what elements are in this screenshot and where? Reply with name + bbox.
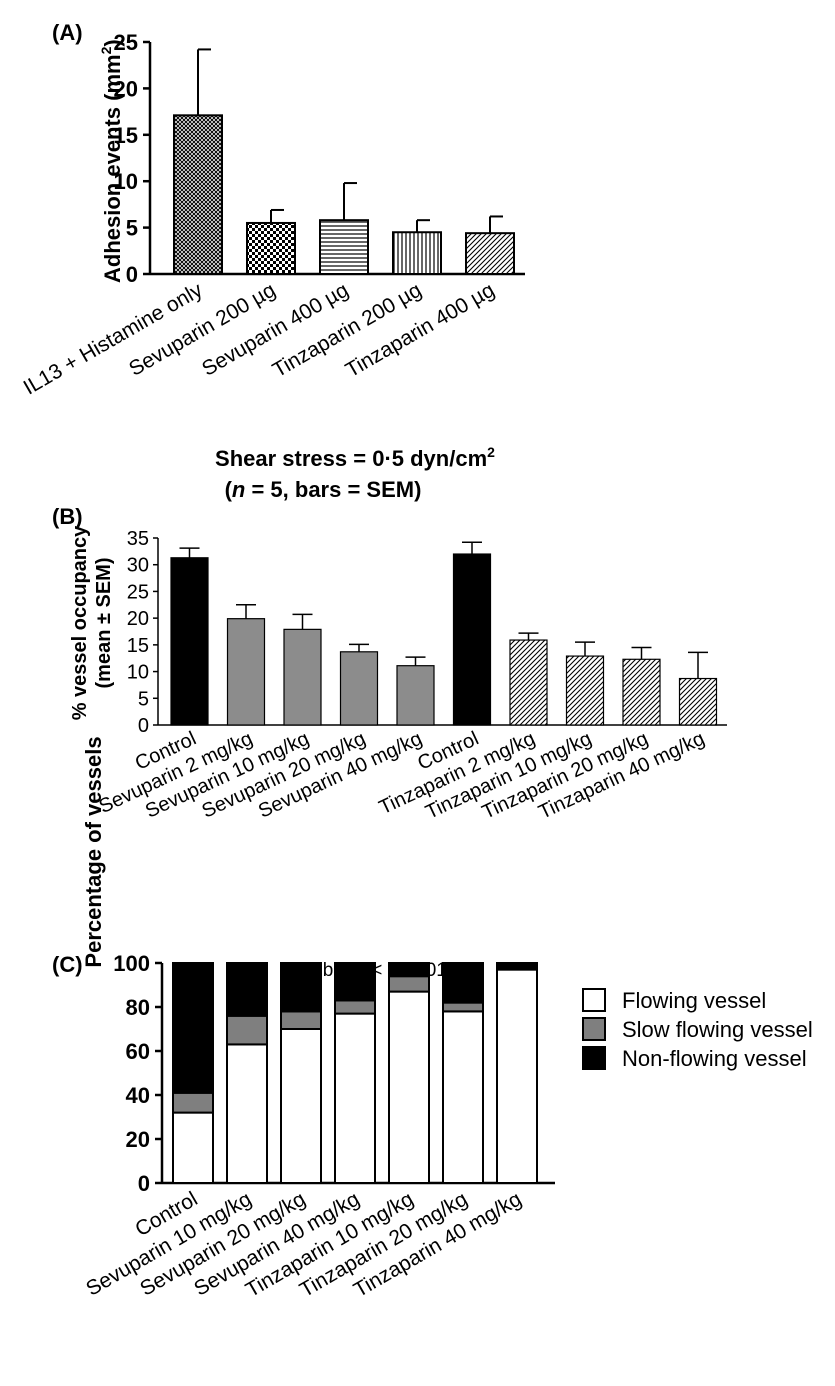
bar-segment-flowing (442, 1010, 484, 1185)
panel-a-ylabel-sup: 2 (98, 46, 114, 54)
bar-segment-flowing (334, 1012, 376, 1184)
bar (396, 665, 435, 726)
bar-segment-flowing (226, 1043, 268, 1185)
panel-c-ylabel: Percentage of vessels (81, 736, 106, 967)
y-tick-label: 20 (127, 608, 149, 630)
y-tick-label: 40 (126, 1083, 150, 1108)
y-tick-label: 100 (113, 951, 150, 976)
bar (622, 658, 661, 726)
bar (283, 628, 322, 726)
panel-c-legend: Flowing vessel Slow flowing vessel Non-flo… (582, 988, 813, 1071)
y-tick-label: 25 (114, 30, 138, 55)
bar-segment-slow-flowing (388, 975, 430, 993)
legend-label: Flowing vessel (622, 988, 766, 1013)
bar-segment-slow-flowing (172, 1091, 214, 1114)
y-tick-label: 5 (126, 216, 138, 241)
bar-segment-slow-flowing (334, 999, 376, 1015)
y-tick-label: 0 (138, 1171, 150, 1196)
legend-swatch (582, 1046, 606, 1070)
y-tick-label: 30 (127, 555, 149, 577)
panel-a-note-sup: 2 (487, 444, 495, 460)
y-tick-label: 35 (127, 528, 149, 550)
bar-segment-non-flowing (334, 962, 376, 1002)
bar (452, 553, 492, 726)
panel-a-label: (A) (52, 20, 83, 45)
y-tick-label: 15 (114, 123, 138, 148)
panel-a-note-line2: (n = 5, bars = SEM) (225, 477, 422, 502)
y-tick-label: 20 (114, 76, 138, 101)
bar (392, 231, 442, 276)
bar (678, 677, 718, 726)
legend-label: Slow flowing vessel (622, 1017, 813, 1042)
bar-segment-non-flowing (388, 962, 430, 978)
y-tick-label: 0 (138, 715, 149, 737)
bar-segment-flowing (496, 968, 538, 1184)
bar-segment-flowing (280, 1028, 322, 1184)
bar (319, 219, 369, 275)
panel-c-label: (C) (52, 952, 83, 977)
bar (246, 221, 296, 276)
panel-a-note-line1: Shear stress = 0·5 dyn/cm2 (215, 444, 495, 471)
y-tick-label: 20 (126, 1127, 150, 1152)
y-tick-label: 80 (126, 995, 150, 1020)
panel-b-ylabel-line2: (mean ± SEM) (93, 558, 115, 689)
y-tick-label: 10 (127, 662, 149, 684)
bar-segment-flowing (172, 1111, 214, 1184)
bar (465, 232, 515, 275)
panel-b-label: (B) (52, 504, 83, 529)
legend-label: Non-flowing vessel (622, 1046, 807, 1071)
bar (170, 557, 209, 726)
bar-segment-non-flowing (442, 962, 484, 1004)
bar (173, 114, 223, 275)
bar (226, 618, 266, 726)
bar-segment-slow-flowing (280, 1010, 322, 1031)
bar-segment-non-flowing (496, 962, 538, 971)
legend-swatch (582, 988, 606, 1012)
panel-b-ylabel-line1: % vessel occupancy (69, 525, 91, 720)
bar-segment-flowing (388, 990, 430, 1184)
bar (565, 655, 605, 726)
bar (509, 639, 548, 726)
bar-segment-non-flowing (172, 962, 214, 1094)
y-tick-label: 60 (126, 1039, 150, 1064)
y-tick-label: 15 (127, 635, 149, 657)
y-tick-label: 5 (138, 688, 149, 710)
panel-a-ylabel: Adhesion events (mm2) (98, 39, 125, 283)
bar-segment-slow-flowing (442, 1001, 484, 1013)
legend-swatch (582, 1017, 606, 1041)
y-tick-label: 0 (126, 262, 138, 287)
bar-segment-non-flowing (226, 962, 268, 1017)
bar-segment-slow-flowing (226, 1014, 268, 1046)
y-tick-label: 10 (114, 169, 138, 194)
y-tick-label: 25 (127, 581, 149, 603)
bar-segment-non-flowing (280, 962, 322, 1013)
bar (339, 651, 379, 726)
